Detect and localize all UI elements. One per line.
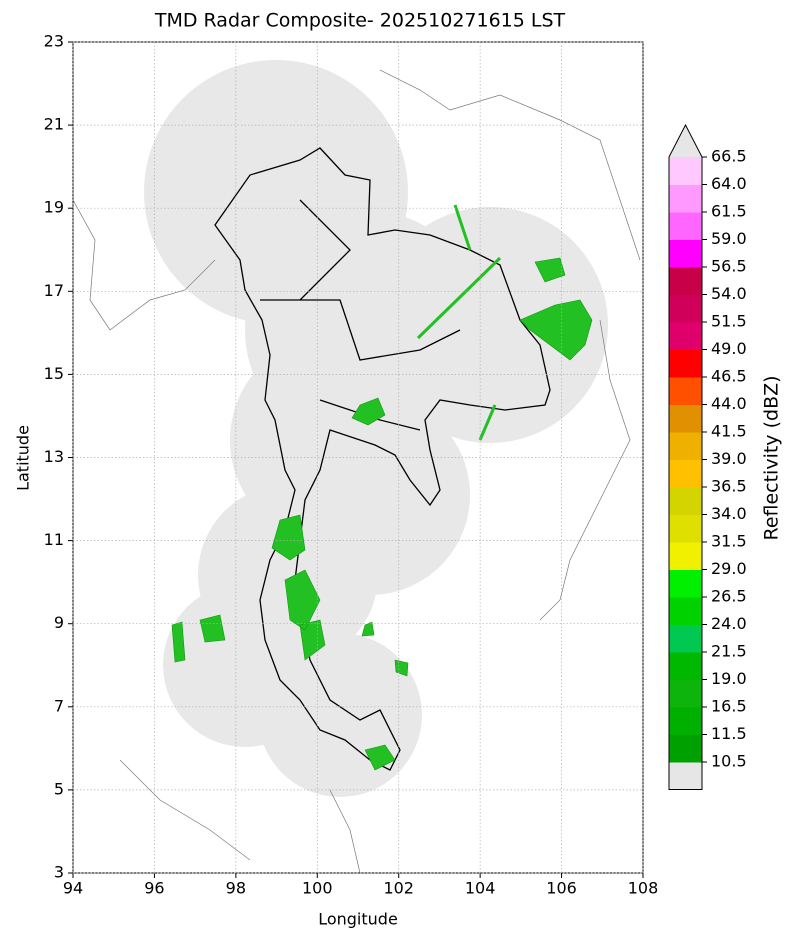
colorbar-tick-label: 11.5	[711, 724, 747, 743]
colorbar-tick-label: 39.0	[711, 449, 747, 468]
colorbar-tick-label: 56.5	[711, 257, 747, 276]
colorbar-segment	[669, 184, 702, 213]
colorbar-segment	[669, 597, 702, 625]
colorbar-tick-label: 34.0	[711, 504, 747, 523]
x-tick-label: 96	[144, 879, 164, 898]
colorbar-tick-label: 51.5	[711, 312, 747, 331]
colorbar-tick-label: 44.0	[711, 394, 747, 413]
x-tick-label: 100	[302, 879, 333, 898]
province-borders	[214, 147, 551, 771]
colorbar-segment	[669, 569, 702, 598]
y-tick-label: 3	[54, 863, 64, 882]
x-tick-label: 94	[63, 879, 83, 898]
colorbar-segment	[669, 624, 702, 653]
colorbar-tick-label: 19.0	[711, 669, 747, 688]
colorbar-segment	[669, 267, 702, 295]
y-tick-label: 15	[44, 364, 64, 383]
colorbar-tick-label: 24.0	[711, 614, 747, 633]
colorbar-tick-label: 26.5	[711, 587, 747, 606]
y-tick-label: 11	[44, 530, 64, 549]
colorbar-tick-label: 46.5	[711, 367, 747, 386]
colorbar-segment	[669, 487, 702, 515]
colorbar-segment	[669, 322, 702, 350]
colorbar-segment	[669, 377, 702, 405]
y-tick-label: 17	[44, 281, 64, 300]
colorbar-label: Reflectivity (dBZ)	[761, 375, 783, 540]
colorbar-tick-label: 49.0	[711, 339, 747, 358]
y-tick-label: 5	[54, 779, 64, 798]
colorbar-segment	[669, 157, 702, 185]
colorbar-segment	[669, 459, 702, 488]
y-axis-label: Latitude	[14, 425, 33, 491]
colorbar-segment	[669, 514, 702, 543]
colorbar-tick-label: 54.0	[711, 284, 747, 303]
colorbar-segment	[669, 349, 702, 378]
radar-echo	[171, 257, 593, 771]
colorbar-segment	[669, 432, 702, 460]
colorbar-segment	[669, 652, 702, 680]
colorbar-tick-label: 61.5	[711, 202, 747, 221]
colorbar-tick-label: 36.5	[711, 477, 747, 496]
coastline	[73, 69, 641, 873]
y-tick-label: 19	[44, 198, 64, 217]
colorbar-segment	[669, 542, 702, 570]
colorbar-tick-label: 31.5	[711, 532, 747, 551]
y-tick-label: 23	[44, 32, 64, 51]
x-tick-label: 106	[546, 879, 577, 898]
colorbar-tick-label: 29.0	[711, 559, 747, 578]
colorbar-tick-label: 66.5	[711, 147, 747, 166]
colorbar-tick-label: 59.0	[711, 229, 747, 248]
y-tick-label: 21	[44, 115, 64, 134]
colorbar-segment	[669, 239, 702, 268]
map-title: TMD Radar Composite- 202510271615 LST	[154, 10, 566, 32]
colorbar-tick-label: 10.5	[711, 752, 747, 771]
map-layer	[72, 41, 644, 874]
colorbar-segment	[669, 679, 702, 708]
x-tick-label: 104	[465, 879, 496, 898]
colorbar-tick-label: 41.5	[711, 422, 747, 441]
y-tick-label: 13	[44, 447, 64, 466]
colorbar-under	[669, 762, 702, 790]
colorbar-segment	[669, 294, 702, 323]
x-tick-label: 108	[628, 879, 659, 898]
radar-echo-streak	[416, 204, 502, 441]
map-content	[73, 60, 641, 873]
colorbar-segment	[669, 707, 702, 735]
colorbar-tick-label: 64.0	[711, 174, 747, 193]
colorbar-segment	[669, 404, 702, 433]
x-tick-label: 98	[226, 879, 246, 898]
colorbar-tick-label: 21.5	[711, 642, 747, 661]
y-tick-label: 9	[54, 613, 64, 632]
colorbar-segment	[669, 212, 702, 240]
x-tick-label: 102	[383, 879, 414, 898]
colorbar-tick-label: 16.5	[711, 697, 747, 716]
x-axis-label: Longitude	[318, 910, 398, 929]
colorbar-frame	[668, 123, 703, 790]
colorbar-over	[669, 125, 702, 157]
y-tick-label: 7	[54, 696, 64, 715]
colorbar-segment	[669, 734, 702, 763]
